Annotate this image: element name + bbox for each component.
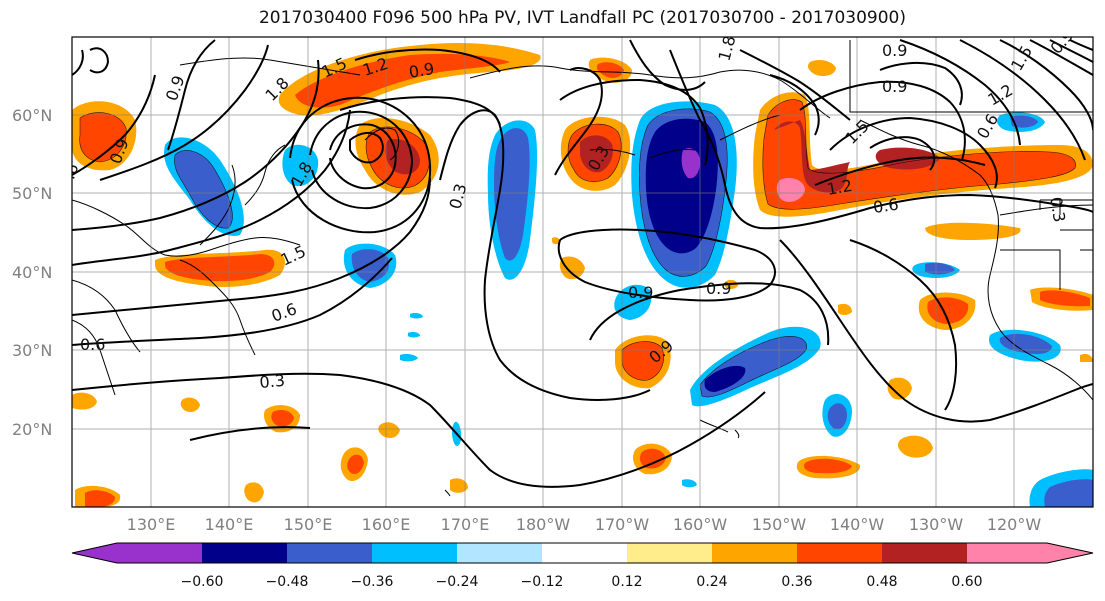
colorbar-swatch	[797, 543, 882, 563]
svg-text:150°W: 150°W	[752, 515, 807, 534]
svg-text:30°N: 30°N	[12, 341, 52, 360]
svg-text:40°N: 40°N	[12, 263, 52, 282]
svg-text:180°W: 180°W	[516, 515, 571, 534]
svg-text:−0.36: −0.36	[351, 574, 394, 590]
svg-text:20°N: 20°N	[12, 420, 52, 439]
colorbar-extend-high	[1047, 543, 1093, 563]
svg-text:150°E: 150°E	[284, 515, 333, 534]
svg-text:170°E: 170°E	[441, 515, 490, 534]
map-frame	[71, 36, 1094, 508]
colorbar-swatch	[627, 543, 712, 563]
svg-text:130°E: 130°E	[127, 515, 176, 534]
svg-text:140°E: 140°E	[205, 515, 254, 534]
colorbar-swatch	[117, 543, 202, 563]
svg-text:60°N: 60°N	[12, 106, 52, 125]
svg-text:−0.24: −0.24	[436, 574, 479, 590]
colorbar-swatch	[542, 543, 627, 563]
svg-text:160°E: 160°E	[362, 515, 411, 534]
svg-text:50°N: 50°N	[12, 184, 52, 203]
colorbar-swatch	[712, 543, 797, 563]
colorbar-outline	[71, 542, 1094, 564]
svg-text:0.36: 0.36	[781, 574, 812, 590]
svg-text:0.6: 0.6	[80, 335, 105, 354]
svg-text:0.9: 0.9	[882, 41, 907, 60]
map-title: 2017030400 F096 500 hPa PV, IVT Landfall…	[258, 8, 906, 28]
svg-text:0.6: 0.6	[872, 195, 900, 217]
svg-text:0.6: 0.6	[56, 161, 83, 191]
svg-text:−0.12: −0.12	[521, 574, 564, 590]
svg-text:0.9: 0.9	[882, 77, 907, 96]
colorbar-swatch	[967, 543, 1047, 563]
svg-text:140°W: 140°W	[830, 515, 885, 534]
colorbar-swatch	[202, 543, 287, 563]
longitude-labels: 130°E 140°E 150°E 160°E 170°E 180°W 170°…	[127, 515, 1042, 534]
graticule	[72, 37, 1093, 507]
svg-text:0.48: 0.48	[866, 574, 897, 590]
svg-text:−0.60: −0.60	[181, 574, 224, 590]
ivt-contours	[72, 39, 1093, 488]
svg-text:0.9: 0.9	[628, 283, 653, 302]
svg-text:130°W: 130°W	[909, 515, 964, 534]
svg-text:0.24: 0.24	[696, 574, 727, 590]
svg-text:1.2: 1.2	[825, 176, 853, 199]
svg-text:160°W: 160°W	[673, 515, 728, 534]
colorbar-extend-low	[72, 543, 117, 563]
colorbar-swatch	[372, 543, 457, 563]
colorbar-swatch	[287, 543, 372, 563]
latitude-labels: 60°N 50°N 40°N 30°N 20°N	[12, 106, 52, 439]
svg-text:−0.48: −0.48	[266, 574, 309, 590]
svg-text:0.60: 0.60	[951, 574, 982, 590]
boundary-lines	[849, 40, 1093, 290]
svg-text:0.12: 0.12	[611, 574, 642, 590]
colorbar-ticks: −0.60 −0.48 −0.36 −0.24 −0.12 0.12 0.24 …	[181, 574, 983, 590]
svg-text:0.3: 0.3	[1046, 195, 1069, 223]
colorbar-swatch	[882, 543, 967, 563]
svg-text:120°W: 120°W	[987, 515, 1042, 534]
svg-text:0.9: 0.9	[407, 59, 435, 82]
svg-text:0.9: 0.9	[706, 279, 731, 298]
colorbar: −0.60 −0.48 −0.36 −0.24 −0.12 0.12 0.24 …	[71, 542, 1094, 590]
svg-text:170°W: 170°W	[595, 515, 650, 534]
colorbar-swatch	[457, 543, 542, 563]
svg-text:0.3: 0.3	[259, 371, 286, 392]
